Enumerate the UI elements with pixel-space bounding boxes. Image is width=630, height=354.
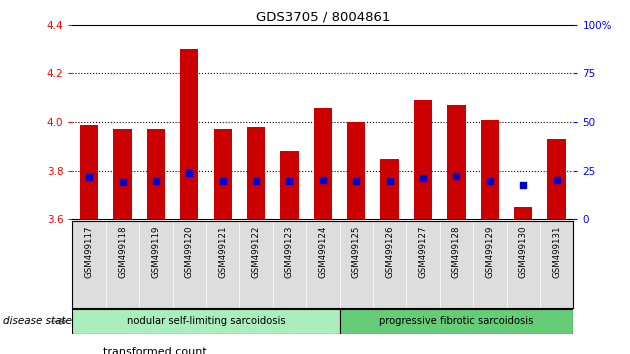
Point <box>352 178 362 184</box>
Bar <box>113 130 132 219</box>
Text: GSM499126: GSM499126 <box>385 225 394 278</box>
Text: GSM499118: GSM499118 <box>118 225 127 278</box>
Point <box>285 178 295 184</box>
Bar <box>347 122 365 219</box>
Text: GSM499131: GSM499131 <box>552 225 561 278</box>
Bar <box>547 139 566 219</box>
Bar <box>80 125 98 219</box>
Bar <box>447 105 466 219</box>
Text: GSM499123: GSM499123 <box>285 225 294 278</box>
Text: GSM499117: GSM499117 <box>84 225 94 278</box>
Text: GSM499128: GSM499128 <box>452 225 461 278</box>
Text: GSM499125: GSM499125 <box>352 225 361 278</box>
Text: transformed count: transformed count <box>103 347 206 354</box>
Point <box>151 178 161 184</box>
Bar <box>340 309 573 334</box>
Bar <box>381 159 399 219</box>
Text: GSM499122: GSM499122 <box>251 225 261 278</box>
Bar <box>72 309 340 334</box>
Point <box>251 178 261 184</box>
Text: disease state: disease state <box>3 316 72 326</box>
Bar <box>481 120 499 219</box>
Point <box>518 183 529 188</box>
Point <box>452 173 462 179</box>
Text: GSM499124: GSM499124 <box>318 225 328 278</box>
Point <box>185 170 195 175</box>
Text: GSM499119: GSM499119 <box>151 225 161 278</box>
Point <box>485 178 495 183</box>
Text: GSM499121: GSM499121 <box>218 225 227 278</box>
Bar <box>247 127 265 219</box>
Bar <box>280 152 299 219</box>
Text: GDS3705 / 8004861: GDS3705 / 8004861 <box>256 11 390 24</box>
Point <box>318 177 328 183</box>
Text: GSM499130: GSM499130 <box>518 225 528 278</box>
Point <box>418 175 428 181</box>
Point <box>552 177 562 183</box>
Bar <box>147 130 165 219</box>
Bar <box>180 49 198 219</box>
Text: progressive fibrotic sarcoidosis: progressive fibrotic sarcoidosis <box>379 316 534 326</box>
Bar <box>214 130 232 219</box>
Text: GSM499129: GSM499129 <box>485 225 495 278</box>
Bar <box>414 100 432 219</box>
Text: GSM499127: GSM499127 <box>418 225 428 278</box>
Point <box>385 178 395 184</box>
Point <box>84 174 94 180</box>
Bar <box>314 108 332 219</box>
Bar <box>514 207 532 219</box>
Text: GSM499120: GSM499120 <box>185 225 194 278</box>
Point <box>218 178 228 183</box>
Point <box>118 179 128 184</box>
Text: nodular self-limiting sarcoidosis: nodular self-limiting sarcoidosis <box>127 316 285 326</box>
